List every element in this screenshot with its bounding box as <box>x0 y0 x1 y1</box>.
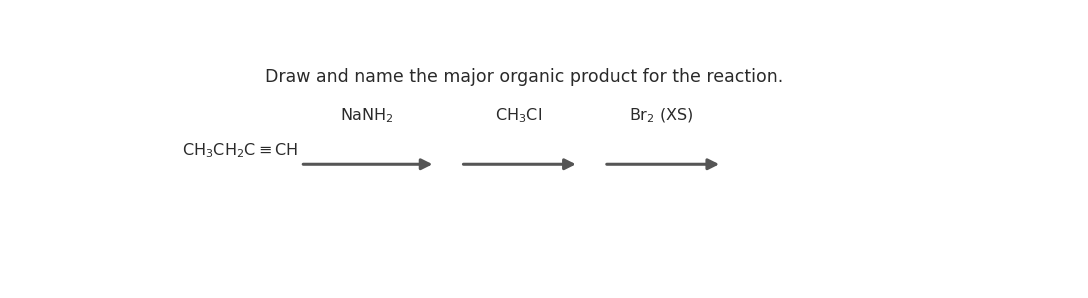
Text: $\mathregular{CH_3Cl}$: $\mathregular{CH_3Cl}$ <box>495 107 542 125</box>
Text: $\mathregular{Br_2\ (XS)}$: $\mathregular{Br_2\ (XS)}$ <box>629 107 694 125</box>
Text: $\mathregular{NaNH_2}$: $\mathregular{NaNH_2}$ <box>341 107 394 125</box>
Text: Draw and name the major organic product for the reaction.: Draw and name the major organic product … <box>264 68 783 86</box>
Text: $\mathregular{CH_3CH_2C{\equiv}CH}$: $\mathregular{CH_3CH_2C{\equiv}CH}$ <box>183 141 299 160</box>
